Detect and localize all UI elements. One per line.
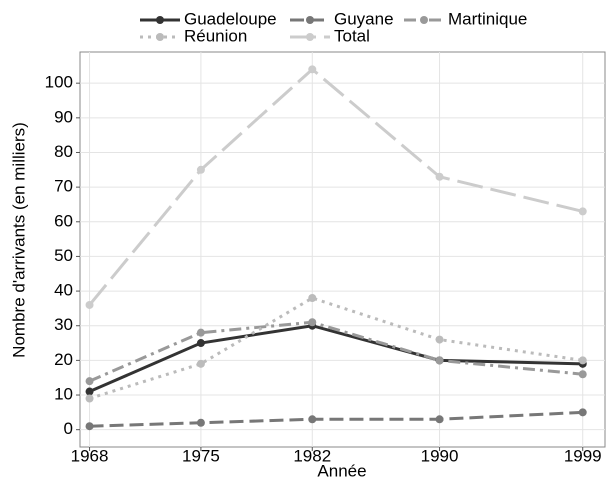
legend-label: Martinique [448,9,527,28]
data-point [578,207,587,216]
data-point [578,356,587,365]
data-point [196,418,205,427]
legend-marker [420,16,428,24]
y-tick-label: 40 [54,281,73,300]
y-tick-label: 50 [54,246,73,265]
data-point [85,377,94,386]
legend-label: Réunion [184,26,247,45]
data-point [85,394,94,403]
y-tick-label: 100 [45,73,73,92]
data-point [435,415,444,424]
x-tick-label: 1990 [421,446,459,465]
y-tick-label: 20 [54,350,73,369]
x-tick-label: 1982 [293,446,331,465]
data-point [435,172,444,181]
y-tick-label: 80 [54,142,73,161]
data-point [308,65,317,74]
data-point [85,300,94,309]
data-point [196,339,205,348]
data-point [435,335,444,344]
x-tick-label: 1999 [564,446,602,465]
data-point [85,422,94,431]
data-point [85,387,94,396]
legend-label: Guadeloupe [184,9,277,28]
legend-marker [156,33,164,41]
y-tick-label: 70 [54,177,73,196]
x-axis-title: Année [317,461,366,480]
data-point [196,165,205,174]
x-tick-label: 1968 [71,446,109,465]
data-point [196,359,205,368]
plot-panel [79,51,606,448]
data-point [308,318,317,327]
data-point [308,415,317,424]
y-tick-label: 30 [54,315,73,334]
y-axis-title: Nombre d'arrivants (en milliers) [9,122,28,358]
y-tick-label: 10 [54,385,73,404]
data-point [578,370,587,379]
y-tick-label: 60 [54,211,73,230]
data-point [196,328,205,337]
legend-label: Total [334,26,370,45]
legend-marker [306,16,314,24]
legend-marker [156,16,164,24]
data-point [578,408,587,417]
y-tick-label: 90 [54,107,73,126]
data-point [308,294,317,303]
y-tick-label: 0 [64,419,73,438]
data-point [435,356,444,365]
x-tick-label: 1975 [182,446,220,465]
legend-label: Guyane [334,9,394,28]
legend-marker [306,33,314,41]
